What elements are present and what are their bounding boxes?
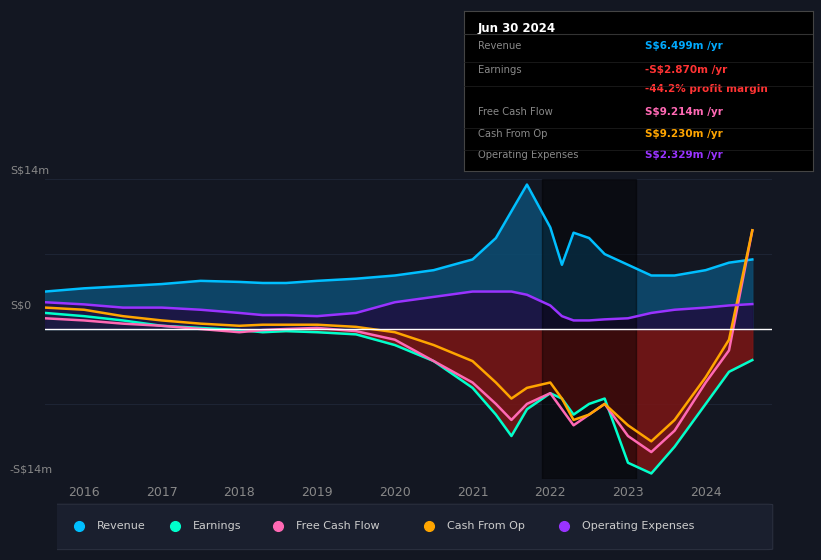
Text: Cash From Op: Cash From Op — [478, 129, 548, 139]
Text: Jun 30 2024: Jun 30 2024 — [478, 22, 556, 35]
Text: S$6.499m /yr: S$6.499m /yr — [645, 41, 723, 52]
Bar — [543, 179, 635, 479]
Text: S$2.329m /yr: S$2.329m /yr — [645, 150, 723, 160]
Text: S$9.214m /yr: S$9.214m /yr — [645, 107, 723, 116]
Text: S$9.230m /yr: S$9.230m /yr — [645, 129, 723, 139]
Text: -S$2.870m /yr: -S$2.870m /yr — [645, 66, 727, 75]
Text: Free Cash Flow: Free Cash Flow — [296, 521, 379, 531]
Text: Free Cash Flow: Free Cash Flow — [478, 107, 553, 116]
Text: Revenue: Revenue — [97, 521, 146, 531]
Text: Earnings: Earnings — [193, 521, 241, 531]
Text: Cash From Op: Cash From Op — [447, 521, 525, 531]
Text: Revenue: Revenue — [478, 41, 521, 52]
Text: Operating Expenses: Operating Expenses — [478, 150, 578, 160]
Text: S$14m: S$14m — [10, 166, 49, 176]
Text: -44.2% profit margin: -44.2% profit margin — [645, 85, 768, 95]
FancyBboxPatch shape — [50, 504, 773, 549]
Text: Operating Expenses: Operating Expenses — [582, 521, 695, 531]
Text: S$0: S$0 — [10, 300, 31, 310]
Text: -S$14m: -S$14m — [10, 464, 53, 474]
Text: Earnings: Earnings — [478, 66, 521, 75]
